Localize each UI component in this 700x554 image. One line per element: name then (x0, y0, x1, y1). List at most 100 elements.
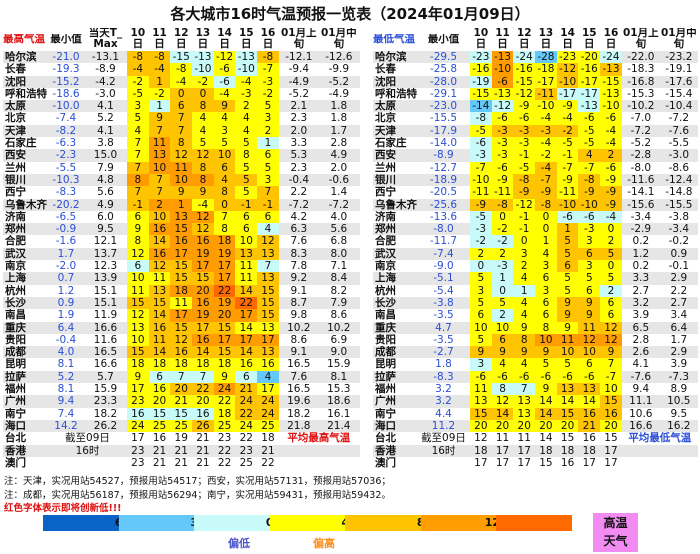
min-value: -29.5 (429, 51, 458, 63)
forecast-cell: 18 (213, 235, 236, 248)
forecast-cell: -13 (491, 87, 514, 101)
forecast-cell: 7 (257, 186, 279, 199)
forecast-cell: 12 (170, 149, 193, 162)
forecast-cell: 11 (148, 137, 171, 150)
forecast-cell: 18 (213, 407, 236, 420)
forecast-cell: 15 (556, 407, 579, 420)
forecast-cell: 3 (213, 124, 236, 138)
table-row: 成都 -2.7 9 9 9 9 10 10 9 2.6 2.9 (373, 346, 698, 359)
avg-mid-jan: 10.2 (327, 321, 351, 334)
avg-mid-jan: 1.7 (330, 124, 348, 137)
forecast-cell: -6 (556, 210, 579, 224)
forecast-cell: -2 (192, 75, 214, 88)
forecast-cell: 5 (470, 296, 492, 310)
forecast-cell: -8 (170, 63, 193, 76)
forecast-cell: 13 (148, 149, 171, 162)
table-row: 拉萨 5.2 5.7 9 6 7 7 9 6 4 7.6 8.1 (3, 370, 360, 384)
forecast-cell: 26 (192, 419, 214, 433)
forecast-cell: -12 (556, 63, 579, 76)
avg-mid-jan: 9.5 (670, 407, 688, 420)
today-value: 9.5 (97, 223, 114, 236)
avg-early-jan: 8.3 (290, 247, 308, 260)
table-row: 昆明 1.8 3 4 4 5 5 6 7 4.1 3.9 (373, 358, 698, 371)
forecast-cell: 18 (474, 444, 488, 457)
forecast-cell: 6 (235, 370, 258, 384)
avg-mid-jan: -14.8 (665, 186, 693, 199)
city-name: 重庆 (5, 321, 26, 334)
table-row: 天津 -17.9 -5 -3 -3 -3 -2 -5 -4 -7.2 -7.6 (373, 124, 698, 138)
forecast-cell: 5 (556, 272, 579, 285)
forecast-cell: 15 (257, 309, 279, 322)
forecast-cell: 23 (127, 395, 149, 408)
forecast-cell: 0 (600, 260, 622, 273)
forecast-cell: 4 (491, 358, 514, 371)
forecast-cell: 5 (257, 161, 279, 174)
forecast-cell: 4 (513, 272, 536, 285)
avg-early-jan: 7.6 (290, 370, 308, 383)
observation-note: 16时 (75, 444, 100, 457)
forecast-cell: 10 (600, 383, 622, 396)
forecast-cell: -6 (600, 112, 622, 125)
forecast-cell: 12 (600, 333, 622, 347)
avg-mid-jan: 5.6 (330, 223, 348, 236)
avg-mid-jan: 2.8 (330, 137, 348, 150)
city-name: 澳门 (5, 456, 26, 469)
forecast-cell: 4 (535, 247, 557, 261)
forecast-cell: 9 (535, 346, 557, 359)
forecast-cell: -5 (470, 124, 492, 138)
avg-mid-jan: 16.2 (667, 419, 691, 432)
avg-early-jan: -7.0 (630, 112, 652, 125)
observation-note (417, 457, 470, 469)
table-row: 南宁 4.4 15 14 13 14 15 16 16 10.6 9.5 (373, 407, 698, 420)
forecast-cell: 24 (127, 419, 149, 433)
forecast-cell: 11 (148, 333, 171, 347)
avg-mid-jan: -7.2 (668, 112, 690, 125)
today-value: 4.1 (97, 124, 114, 137)
min-value: -3.8 (433, 296, 454, 309)
forecast-cell: 1 (170, 198, 193, 211)
city-name: 北京 (5, 112, 26, 125)
forecast-cell: 14 (192, 346, 214, 359)
table-row: 福州 3.2 11 8 7 9 13 13 10 9.4 8.9 (373, 383, 698, 396)
forecast-cell: 11 (127, 284, 149, 297)
city-name: 乌鲁木齐 (5, 198, 47, 211)
avg-early-jan: 10.2 (287, 321, 311, 334)
min-value: -1.6 (55, 235, 77, 248)
forecast-cell: -1 (257, 198, 279, 211)
avg-mid-jan: -15.4 (665, 87, 693, 100)
avg-early-jan: 18.2 (287, 407, 311, 420)
forecast-cell: 23 (131, 444, 145, 457)
forecast-cell: -8 (578, 173, 601, 187)
forecast-cell: 2 (600, 235, 622, 248)
forecast-cell: 1 (148, 100, 171, 113)
forecast-cell: 15 (127, 296, 149, 310)
forecast-cell: 15 (604, 432, 618, 445)
table-row: 石家庄 -6.3 3.8 7 11 8 5 5 5 1 3.3 2.8 (3, 137, 360, 150)
forecast-cell: -9 (556, 173, 579, 187)
today-value: 12.1 (93, 235, 118, 248)
forecast-cell: 23 (217, 432, 232, 445)
min-value: 0.7 (57, 272, 75, 285)
forecast-cell: 14 (539, 432, 553, 445)
avg-early-jan: 19.6 (287, 395, 311, 408)
avg-early-jan: 4.1 (632, 358, 650, 371)
table-row: 南昌 1.9 11.9 12 14 17 19 20 17 15 9.8 8.6 (3, 309, 360, 322)
table-row: 西宁 -8.3 5.6 7 7 9 9 8 5 7 2.2 1.4 (3, 186, 360, 199)
forecast-cell: 14 (535, 395, 557, 408)
forecast-cell: 6 (578, 247, 601, 261)
table-row: 北京 -15.5 -8 -6 -6 -4 -4 -6 -6 -7.0 -7.2 (373, 112, 698, 125)
forecast-cell: -15 (170, 51, 193, 64)
forecast-cell: -13 (235, 51, 258, 64)
min-value: -13.6 (429, 210, 458, 223)
forecast-cell: -7 (578, 161, 601, 174)
forecast-cell: 16 (170, 235, 193, 248)
forecast-cell: 10 (148, 161, 171, 174)
forecast-cell: 5 (556, 358, 579, 371)
today-value: 18.2 (93, 407, 118, 420)
city-name: 西安 (5, 149, 26, 162)
forecast-cell: 11 (148, 272, 171, 285)
forecast-cell: -1 (513, 149, 536, 162)
legend-swatch: 0 (194, 515, 274, 531)
min-value: -2.0 (55, 260, 77, 273)
today-value: 4.8 (97, 173, 114, 186)
